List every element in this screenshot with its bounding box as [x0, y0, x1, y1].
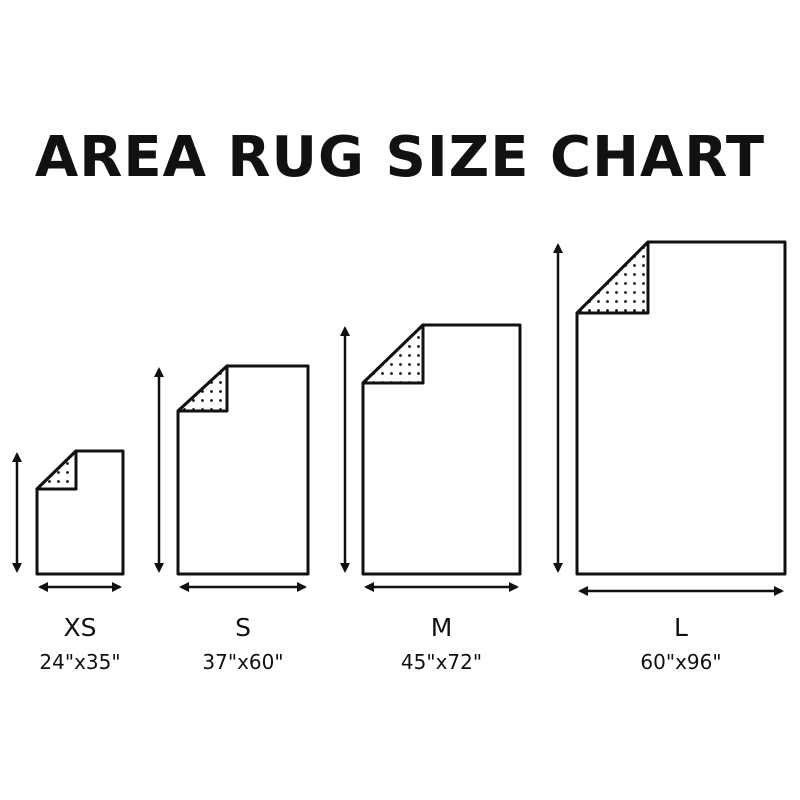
dimensions-label: 45"x72"	[401, 650, 482, 674]
rug-s: S 37"x60"	[154, 364, 310, 674]
dimensions-label: 60"x96"	[640, 650, 721, 674]
folded-corner	[361, 323, 425, 385]
size-label: S	[235, 613, 251, 642]
size-label: L	[674, 613, 688, 642]
size-label: XS	[64, 613, 97, 642]
rug-outline	[176, 364, 310, 576]
dimensions-label: 24"x35"	[39, 650, 120, 674]
dimensions-label: 37"x60"	[202, 650, 283, 674]
size-label: M	[431, 613, 453, 642]
folded-corner	[35, 449, 78, 491]
folded-corner	[575, 240, 650, 315]
rug-m: M 45"x72"	[340, 323, 522, 674]
chart-title: AREA RUG SIZE CHART	[35, 125, 765, 190]
rug-l: L 60"x96"	[553, 240, 787, 674]
folded-corner	[176, 364, 229, 413]
rug-outline	[361, 323, 522, 576]
rug-outline	[35, 449, 125, 576]
rug-outline	[575, 240, 787, 576]
rug-xs: XS 24"x35"	[12, 449, 125, 674]
